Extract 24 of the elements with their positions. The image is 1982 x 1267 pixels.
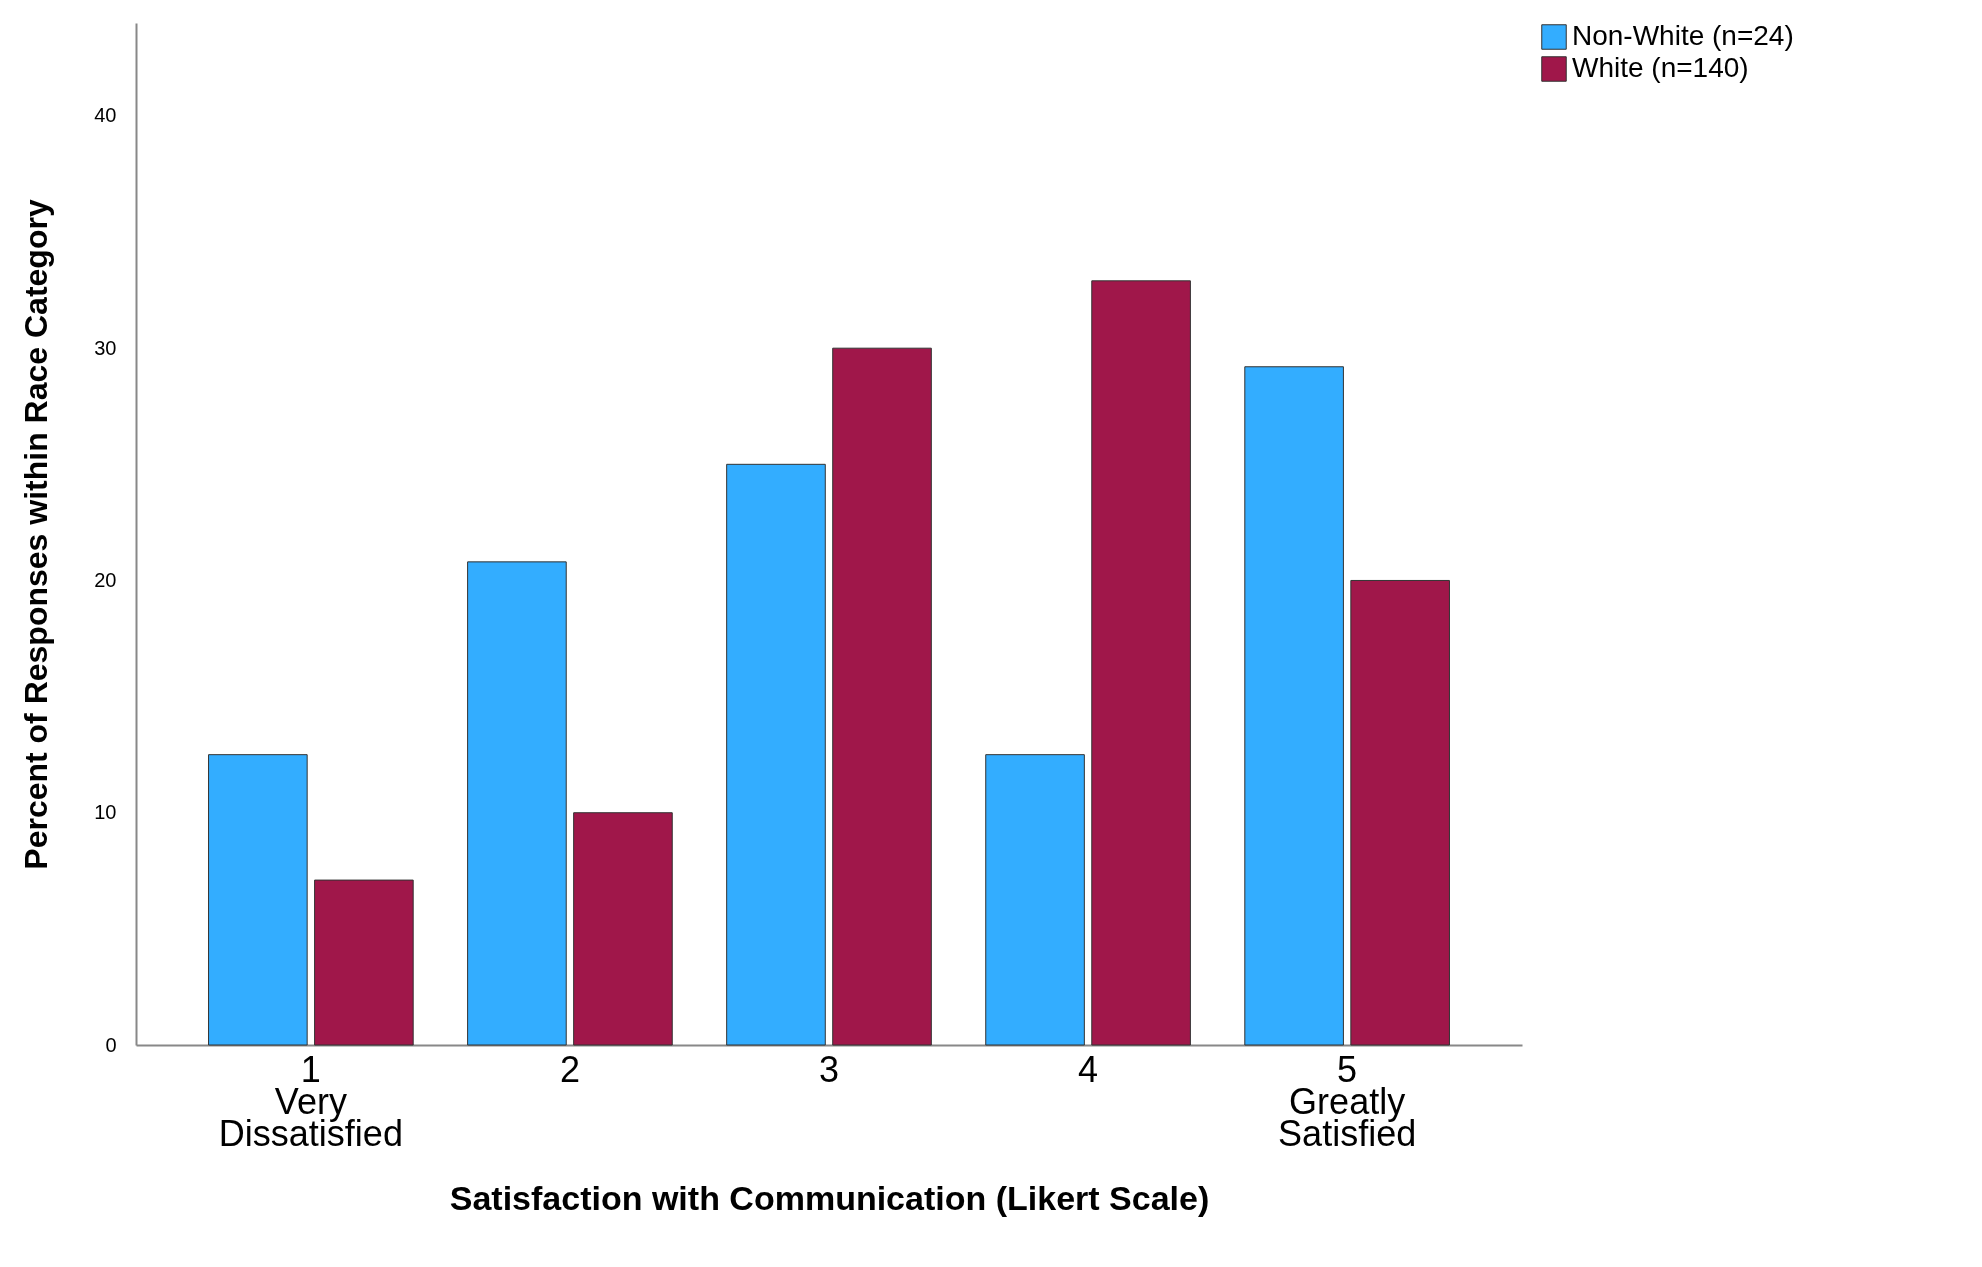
- bar: [1350, 579, 1450, 1046]
- y-tick-label: 40: [94, 104, 117, 127]
- x-tick-label: 3: [818, 1048, 840, 1090]
- x-tick-label: 5 Greatly Satisfied: [1278, 1048, 1417, 1154]
- x-tick-label: 1 Very Dissatisfied: [218, 1048, 403, 1154]
- x-tick-label: 2: [559, 1048, 580, 1090]
- y-tick-label: 20: [94, 568, 117, 591]
- legend-label: White (n=140): [1572, 52, 1749, 83]
- bar: [208, 754, 308, 1046]
- bar: [314, 879, 414, 1046]
- bar: [1091, 280, 1191, 1046]
- x-axis-title: Satisfaction with Communication (Likert Scale): [449, 1178, 1210, 1217]
- y-tick-label: 0: [105, 1033, 117, 1056]
- legend-label: Non-White (n=24): [1572, 20, 1794, 51]
- bar: [832, 347, 932, 1046]
- bar: [985, 754, 1085, 1046]
- y-axis-title: Percent of Responses within Race Category: [18, 199, 55, 870]
- y-tick-label: 30: [94, 336, 117, 359]
- bar: [573, 812, 673, 1046]
- bar: [1244, 366, 1344, 1046]
- bar: [467, 561, 567, 1046]
- x-tick-label: 4: [1078, 1048, 1099, 1090]
- y-tick-label: 10: [94, 801, 117, 824]
- bar: [726, 463, 826, 1046]
